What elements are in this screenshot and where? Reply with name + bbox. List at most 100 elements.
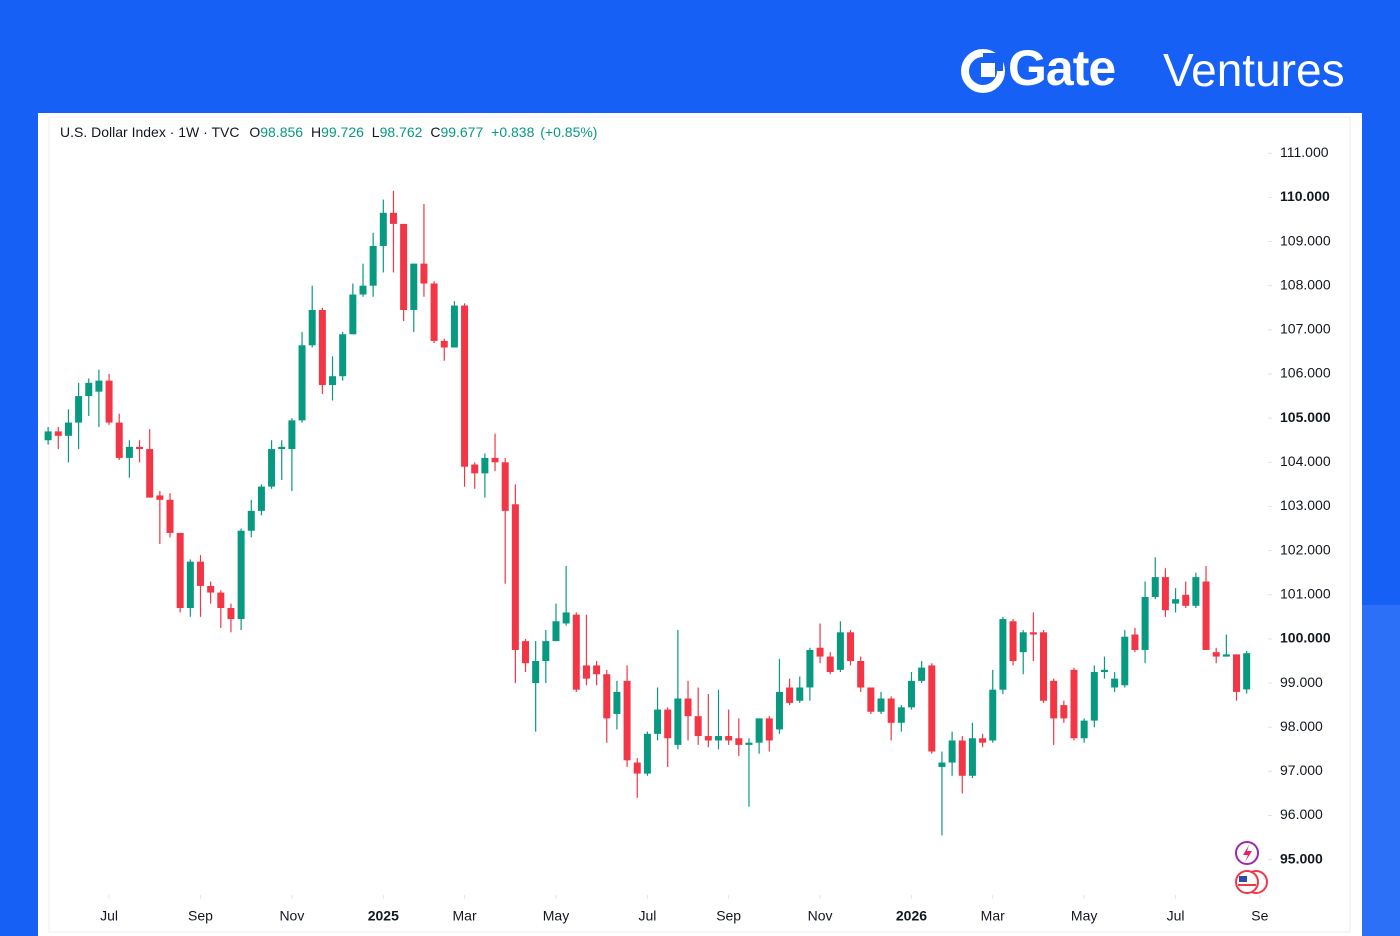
y-tick-label: 102.000 bbox=[1280, 541, 1331, 557]
candle-body bbox=[217, 592, 225, 609]
candle-body bbox=[1212, 652, 1220, 657]
candle-body bbox=[989, 689, 997, 741]
candle-body bbox=[918, 667, 926, 681]
candle-body bbox=[501, 462, 509, 511]
candle-body bbox=[1050, 680, 1058, 719]
candle-body bbox=[938, 762, 946, 767]
x-tick-label: Mar bbox=[453, 908, 477, 924]
candle-body bbox=[257, 486, 265, 511]
candle-body bbox=[999, 619, 1007, 690]
y-tick-label: 95.000 bbox=[1280, 850, 1323, 866]
x-tick-label: Se bbox=[1251, 908, 1268, 924]
candle-body bbox=[714, 736, 722, 741]
candle-body bbox=[247, 510, 255, 531]
candle-body bbox=[450, 305, 458, 348]
candle-body bbox=[643, 733, 651, 774]
candle-body bbox=[166, 499, 174, 533]
candle-body bbox=[826, 656, 834, 673]
candle-body bbox=[64, 422, 72, 436]
y-tick-label: 100.000 bbox=[1280, 630, 1331, 646]
candle-body bbox=[1100, 669, 1108, 673]
ohlc-letter: L bbox=[372, 124, 380, 140]
x-tick-label: May bbox=[1071, 908, 1097, 924]
candle-body bbox=[359, 285, 367, 295]
candle-body bbox=[278, 446, 286, 450]
flag-canton bbox=[1239, 876, 1247, 882]
candle-body bbox=[968, 738, 976, 776]
change: +0.838 bbox=[491, 124, 534, 140]
candle-body bbox=[867, 687, 875, 712]
y-tick-label: 103.000 bbox=[1280, 497, 1331, 513]
candle-body bbox=[1090, 672, 1098, 721]
candle-body bbox=[186, 561, 194, 609]
candle-body bbox=[948, 740, 956, 763]
candle-body bbox=[430, 283, 438, 341]
ohlc-letter: O bbox=[249, 124, 260, 140]
x-tick-label: 2026 bbox=[896, 908, 927, 924]
ohlc-value: 98.856 bbox=[260, 124, 303, 140]
candle-body bbox=[349, 294, 357, 335]
candle-body bbox=[725, 736, 733, 741]
candle-body bbox=[440, 340, 448, 348]
x-tick-label: 2025 bbox=[368, 908, 399, 924]
candle-body bbox=[410, 263, 418, 310]
candle-body bbox=[897, 707, 905, 723]
candle-body bbox=[684, 698, 692, 717]
candle-body bbox=[857, 660, 865, 688]
x-tick-label: Sep bbox=[716, 908, 741, 924]
candle-body bbox=[207, 585, 215, 593]
ohlc-letter: C bbox=[430, 124, 440, 140]
panel-border bbox=[48, 116, 1351, 933]
candle-body bbox=[136, 446, 144, 450]
candle-body bbox=[542, 641, 550, 661]
candle-body bbox=[786, 687, 794, 703]
y-tick-label: 98.000 bbox=[1280, 718, 1323, 734]
candle-body bbox=[491, 457, 499, 463]
y-tick-label: 105.000 bbox=[1280, 409, 1331, 425]
flag-stripe bbox=[1238, 884, 1256, 886]
candle-body bbox=[816, 647, 824, 657]
candle-body bbox=[54, 431, 62, 436]
candle-body bbox=[796, 687, 804, 701]
candle-body bbox=[176, 532, 184, 609]
event-icon bbox=[1235, 841, 1259, 865]
x-axis: Jul Sep Nov 2025 Mar May Jul Sep Nov 2026 Mar May Ju… bbox=[100, 895, 1268, 924]
x-tick-label: May bbox=[543, 908, 569, 924]
candle-body bbox=[308, 309, 316, 346]
y-tick-label: 106.000 bbox=[1280, 365, 1331, 381]
candle-body bbox=[552, 621, 560, 642]
y-tick-label: 109.000 bbox=[1280, 232, 1331, 248]
event-icon-bolt bbox=[1243, 845, 1252, 862]
candle-body bbox=[775, 691, 783, 730]
candle-body bbox=[1222, 654, 1230, 657]
candle-body bbox=[1243, 653, 1251, 690]
candle-body bbox=[582, 665, 590, 679]
candle-body bbox=[979, 738, 987, 743]
candle-body bbox=[1019, 632, 1027, 653]
candle-body bbox=[146, 449, 154, 498]
candle-body bbox=[674, 698, 682, 745]
candle-body bbox=[745, 742, 753, 745]
candle-body bbox=[613, 691, 621, 714]
candle-body bbox=[1009, 621, 1017, 661]
x-tick-label: Jul bbox=[100, 908, 118, 924]
candle-body bbox=[593, 665, 601, 675]
x-tick-label: Jul bbox=[638, 908, 656, 924]
candle-body bbox=[562, 612, 570, 624]
candle-body bbox=[471, 464, 479, 474]
y-tick-label: 104.000 bbox=[1280, 453, 1331, 469]
candle-body bbox=[420, 263, 428, 284]
candle-body bbox=[268, 449, 276, 487]
candle-body bbox=[44, 431, 52, 441]
candle-body bbox=[156, 495, 164, 500]
candle-body bbox=[704, 736, 712, 741]
candle-body bbox=[75, 396, 83, 423]
candle-body bbox=[105, 380, 113, 423]
candle-body bbox=[227, 608, 235, 620]
candle-body bbox=[196, 561, 204, 586]
candle-body bbox=[1192, 577, 1200, 606]
y-tick-label: 110.000 bbox=[1280, 188, 1330, 204]
candle-body bbox=[1151, 577, 1159, 597]
change-percent: (+0.85%) bbox=[540, 124, 597, 140]
y-tick-label: 99.000 bbox=[1280, 674, 1323, 690]
